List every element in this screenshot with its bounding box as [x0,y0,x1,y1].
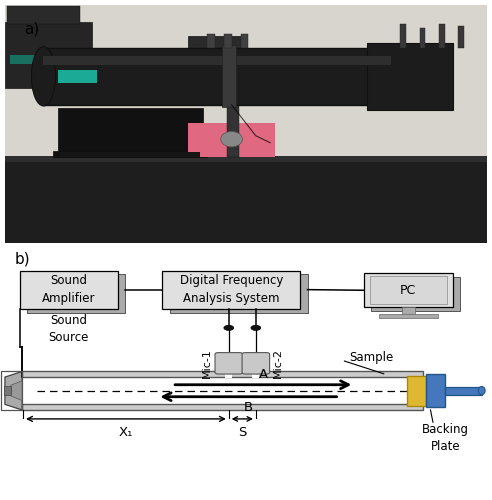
Bar [43,48,391,105]
Bar [367,43,453,110]
Text: S: S [238,426,246,439]
Circle shape [224,326,234,330]
Bar [22,404,423,410]
FancyBboxPatch shape [215,352,243,374]
Polygon shape [11,380,22,400]
Bar [420,28,426,48]
Bar [400,24,406,48]
Bar [208,34,215,48]
Text: Sound
Source: Sound Source [49,314,89,344]
Bar [1,372,22,410]
Ellipse shape [478,386,485,394]
Text: Sample: Sample [349,350,394,364]
Bar [188,124,275,156]
Text: PC: PC [400,284,417,297]
Text: Digital Frequency
Analysis System: Digital Frequency Analysis System [180,274,283,305]
Bar [402,307,415,314]
Bar [5,157,487,242]
Bar [225,370,232,378]
Bar [58,108,203,151]
Ellipse shape [31,46,56,106]
Bar [371,277,460,312]
Bar [426,374,445,408]
Text: b): b) [15,252,31,266]
Bar [222,46,236,107]
Circle shape [251,326,261,330]
Ellipse shape [221,132,243,147]
Bar [10,55,53,64]
Text: A: A [259,368,268,382]
FancyBboxPatch shape [242,352,270,374]
Bar [22,377,423,404]
Bar [53,151,208,157]
Text: Mic-1: Mic-1 [202,348,212,378]
Bar [364,273,453,308]
Bar [445,386,482,394]
Bar [43,56,391,65]
Bar [370,276,447,304]
Bar [252,370,259,378]
Bar [61,152,200,156]
Text: Mic-2: Mic-2 [273,348,283,378]
Polygon shape [5,372,22,410]
Text: X₁: X₁ [118,426,133,439]
Bar [5,22,92,88]
Bar [224,34,232,48]
Bar [5,156,487,162]
Bar [20,270,118,308]
Bar [22,372,423,377]
Bar [407,376,426,406]
Bar [4,386,11,395]
Bar [162,270,300,308]
Bar [188,36,246,72]
Text: a): a) [24,22,39,36]
Bar [439,24,445,48]
Text: Backing
Plate: Backing Plate [422,424,469,454]
Bar [27,274,125,312]
Bar [241,34,248,48]
Text: Sound
Amplifier: Sound Amplifier [42,274,95,305]
Text: B: B [244,401,253,414]
Bar [7,6,80,24]
Bar [379,314,438,318]
Bar [458,26,464,48]
Bar [227,102,239,156]
Bar [58,70,96,84]
Bar [170,274,308,312]
